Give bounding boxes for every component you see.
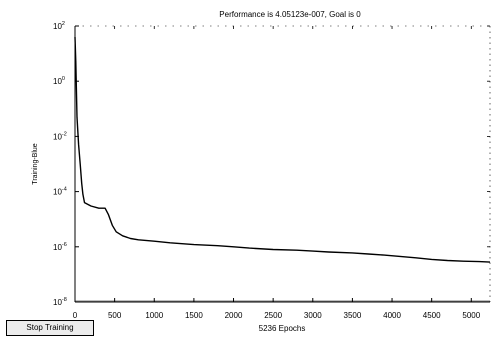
axes-box	[75, 26, 490, 302]
chart-title: Performance is 4.05123e-007, Goal is 0	[219, 10, 361, 19]
y-tick-label: 10-6	[53, 242, 67, 252]
x-tick-label: 5000	[462, 311, 480, 320]
y-axis-label: Training-Blue	[32, 143, 39, 184]
plot-area	[74, 25, 491, 303]
axis-ticks: 0 500 1000 1500 2000 2500 3000 3500 4000 4500 5000…	[53, 21, 490, 320]
stop-training-button[interactable]: Stop Training	[6, 320, 94, 336]
x-tick-label: 500	[108, 311, 122, 320]
data-marks	[74, 36, 491, 302]
x-tick-label: 0	[73, 311, 78, 320]
x-tick-label: 1000	[145, 311, 163, 320]
x-tick-label: 3500	[344, 311, 362, 320]
x-tick-label: 2500	[264, 311, 282, 320]
y-tick-label: 10-8	[53, 297, 67, 307]
x-tick-label: 1500	[185, 311, 203, 320]
x-tick-label: 2000	[225, 311, 243, 320]
y-tick-label: 100	[53, 76, 65, 86]
x-axis-label: 5236 Epochs	[259, 324, 306, 333]
performance-line	[74, 36, 491, 263]
y-tick-label: 10-4	[53, 187, 67, 197]
y-tick-label: 102	[53, 21, 65, 31]
x-tick-label: 3000	[304, 311, 322, 320]
x-tick-label: 4000	[383, 311, 401, 320]
x-tick-label: 4500	[423, 311, 441, 320]
y-tick-label: 10-2	[53, 131, 67, 141]
